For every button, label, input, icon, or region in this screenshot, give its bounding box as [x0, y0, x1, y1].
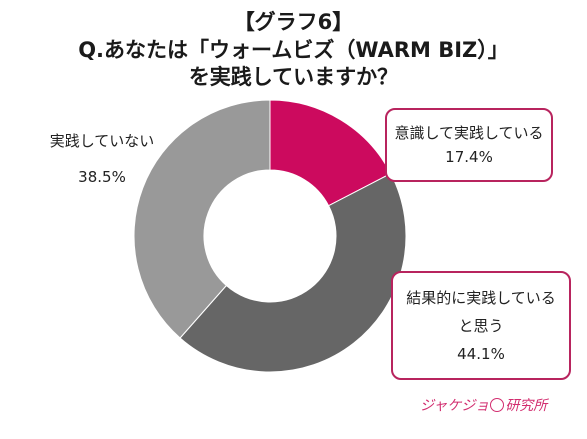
chart-title-line1: 【グラフ6】: [233, 10, 354, 34]
brand-logo: ジャケジョ 研究所: [420, 398, 548, 414]
callout-result-practice-line2: と思う: [458, 317, 504, 335]
callout-result-practice: 結果的に実践している と思う 44.1%: [391, 271, 571, 380]
callout-result-practice-value: 44.1%: [457, 345, 505, 363]
callout-conscious-practice: 意識して実践している 17.4%: [385, 108, 553, 182]
chart-title-line3: を実践していますか？: [188, 65, 399, 89]
slice-label-not-practicing-value: 38.5%: [78, 168, 126, 186]
callout-result-practice-line1: 結果的に実践している: [406, 289, 556, 307]
callout-conscious-practice-name: 意識して実践している: [394, 124, 544, 142]
callout-conscious-practice-value: 17.4%: [445, 148, 493, 166]
donut-slice-2: [133, 99, 271, 339]
slice-label-not-practicing-name: 実践していない: [49, 132, 155, 150]
face-icon: [490, 398, 505, 412]
slice-label-not-practicing: 実践していない 38.5%: [32, 130, 172, 188]
chart-title-line2: Q.あなたは「ウォームビズ（WARM BIZ）」: [78, 38, 509, 62]
